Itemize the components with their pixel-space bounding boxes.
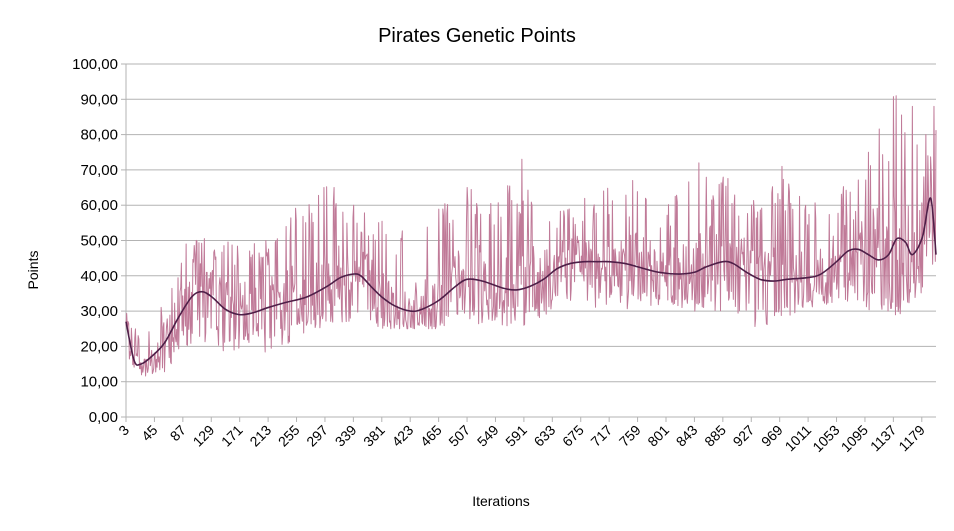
series-trend-line — [125, 197, 937, 366]
x-axis-ticks: 3 45 87 129 171 213 255 297 339 381 423 465 507 549 59… — [115, 417, 928, 455]
x-tick-label: 801 — [644, 422, 672, 450]
x-tick-label: 843 — [673, 422, 701, 450]
x-tick-label: 255 — [275, 422, 303, 450]
x-tick-label: 591 — [502, 422, 530, 450]
x-tick-label: 507 — [445, 422, 473, 450]
y-tick-label: 50,00 — [80, 233, 118, 250]
x-tick-label: 717 — [587, 422, 615, 450]
y-tick-label: 80,00 — [80, 127, 118, 144]
x-tick-label: 171 — [218, 422, 246, 450]
x-tick-label: 45 — [138, 422, 160, 444]
y-tick-label: 10,00 — [80, 374, 118, 391]
x-tick-label: 759 — [616, 422, 644, 450]
y-tick-label: 20,00 — [80, 338, 118, 355]
x-tick-label: 927 — [730, 422, 758, 450]
chart-title: Pirates Genetic Points — [378, 25, 576, 47]
x-tick-label: 339 — [332, 422, 360, 450]
x-tick-label: 87 — [167, 422, 189, 444]
series-raw-line — [125, 95, 937, 377]
x-tick-label: 465 — [417, 422, 445, 450]
x-tick-label: 549 — [474, 422, 502, 450]
y-axis-label: Points — [25, 251, 41, 290]
x-tick-label: 1053 — [809, 422, 842, 455]
x-tick-label: 129 — [190, 422, 218, 450]
y-tick-label: 100,00 — [72, 56, 118, 73]
x-tick-label: 1179 — [895, 422, 928, 455]
x-axis-label: Iterations — [472, 493, 530, 509]
plot-area — [125, 95, 937, 418]
x-tick-label: 1011 — [782, 422, 815, 455]
y-tick-label: 60,00 — [80, 197, 118, 214]
x-tick-label: 213 — [246, 422, 274, 450]
y-axis-ticks: 0,00 10,00 20,00 30,00 40,00 50,00 60,00 70,00 8… — [72, 56, 118, 426]
x-tick-label: 885 — [701, 422, 729, 450]
y-tick-label: 90,00 — [80, 91, 118, 108]
x-tick-label: 675 — [559, 422, 587, 450]
y-tick-label: 70,00 — [80, 162, 118, 179]
y-tick-label: 30,00 — [80, 303, 118, 320]
y-tick-label: 40,00 — [80, 268, 118, 285]
x-tick-label: 423 — [389, 422, 417, 450]
x-tick-label: 633 — [531, 422, 559, 450]
x-tick-label: 381 — [360, 422, 388, 450]
y-tick-label: 0,00 — [89, 409, 118, 426]
x-tick-label: 1137 — [867, 422, 900, 455]
x-tick-label: 297 — [303, 422, 331, 450]
x-tick-label: 969 — [758, 422, 786, 450]
x-tick-label: 3 — [115, 422, 132, 439]
x-tick-label: 1095 — [838, 422, 871, 455]
